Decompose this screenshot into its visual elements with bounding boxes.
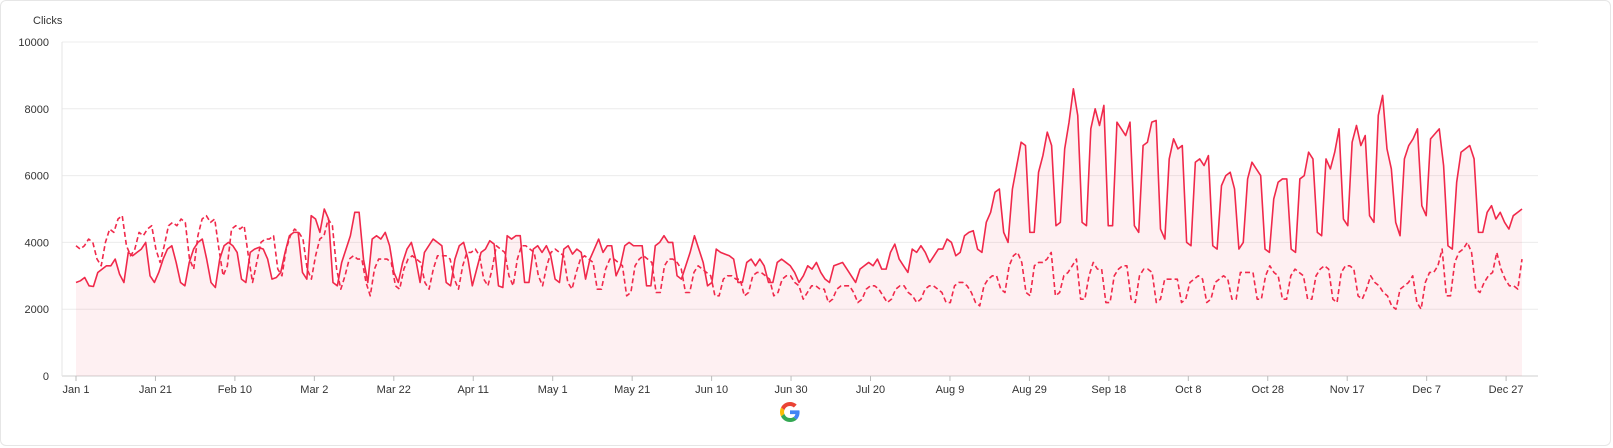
- y-tick-label: 2000: [25, 304, 49, 316]
- x-tick-label: Mar 22: [377, 384, 411, 396]
- grid: [61, 41, 1538, 377]
- x-tick-label: May 21: [614, 384, 650, 396]
- x-tick-label: Dec 27: [1489, 384, 1524, 396]
- x-tick-label: Dec 7: [1412, 384, 1441, 396]
- x-tick-label: Jan 21: [139, 384, 172, 396]
- y-ticks: 0 2000 4000 6000 8000 10000: [18, 37, 49, 383]
- x-tick-label: Sep 18: [1091, 384, 1126, 396]
- x-tick-label: Aug 9: [936, 384, 965, 396]
- series-line-solid: [75, 87, 1523, 289]
- x-tick-label: Jan 1: [63, 384, 90, 396]
- series-area-solid: [76, 88, 1522, 376]
- google-icon: [780, 402, 800, 422]
- x-ticks: Jan 1 Jan 21 Feb 10 Mar 2 Mar 22 Apr 11 May 1 M…: [63, 376, 1524, 396]
- y-tick-label: 6000: [25, 171, 49, 183]
- x-tick-label: Oct 8: [1175, 384, 1201, 396]
- x-tick-label: Feb 10: [218, 384, 252, 396]
- x-tick-label: Jun 30: [775, 384, 808, 396]
- x-tick-label: Nov 17: [1330, 384, 1365, 396]
- y-tick-label: 10000: [18, 37, 49, 49]
- x-tick-label: Oct 28: [1252, 384, 1284, 396]
- y-tick-label: 4000: [25, 237, 49, 249]
- y-tick-label: 0: [43, 371, 49, 383]
- x-tick-label: Mar 2: [300, 384, 328, 396]
- x-tick-label: Jun 10: [695, 384, 728, 396]
- x-tick-label: Apr 11: [457, 384, 489, 396]
- x-tick-label: Aug 29: [1012, 384, 1047, 396]
- x-tick-label: May 1: [538, 384, 568, 396]
- y-tick-label: 8000: [25, 104, 49, 116]
- x-tick-label: Jul 20: [856, 384, 885, 396]
- series-layer: [75, 87, 1523, 376]
- y-axis-label: Clicks: [33, 15, 63, 27]
